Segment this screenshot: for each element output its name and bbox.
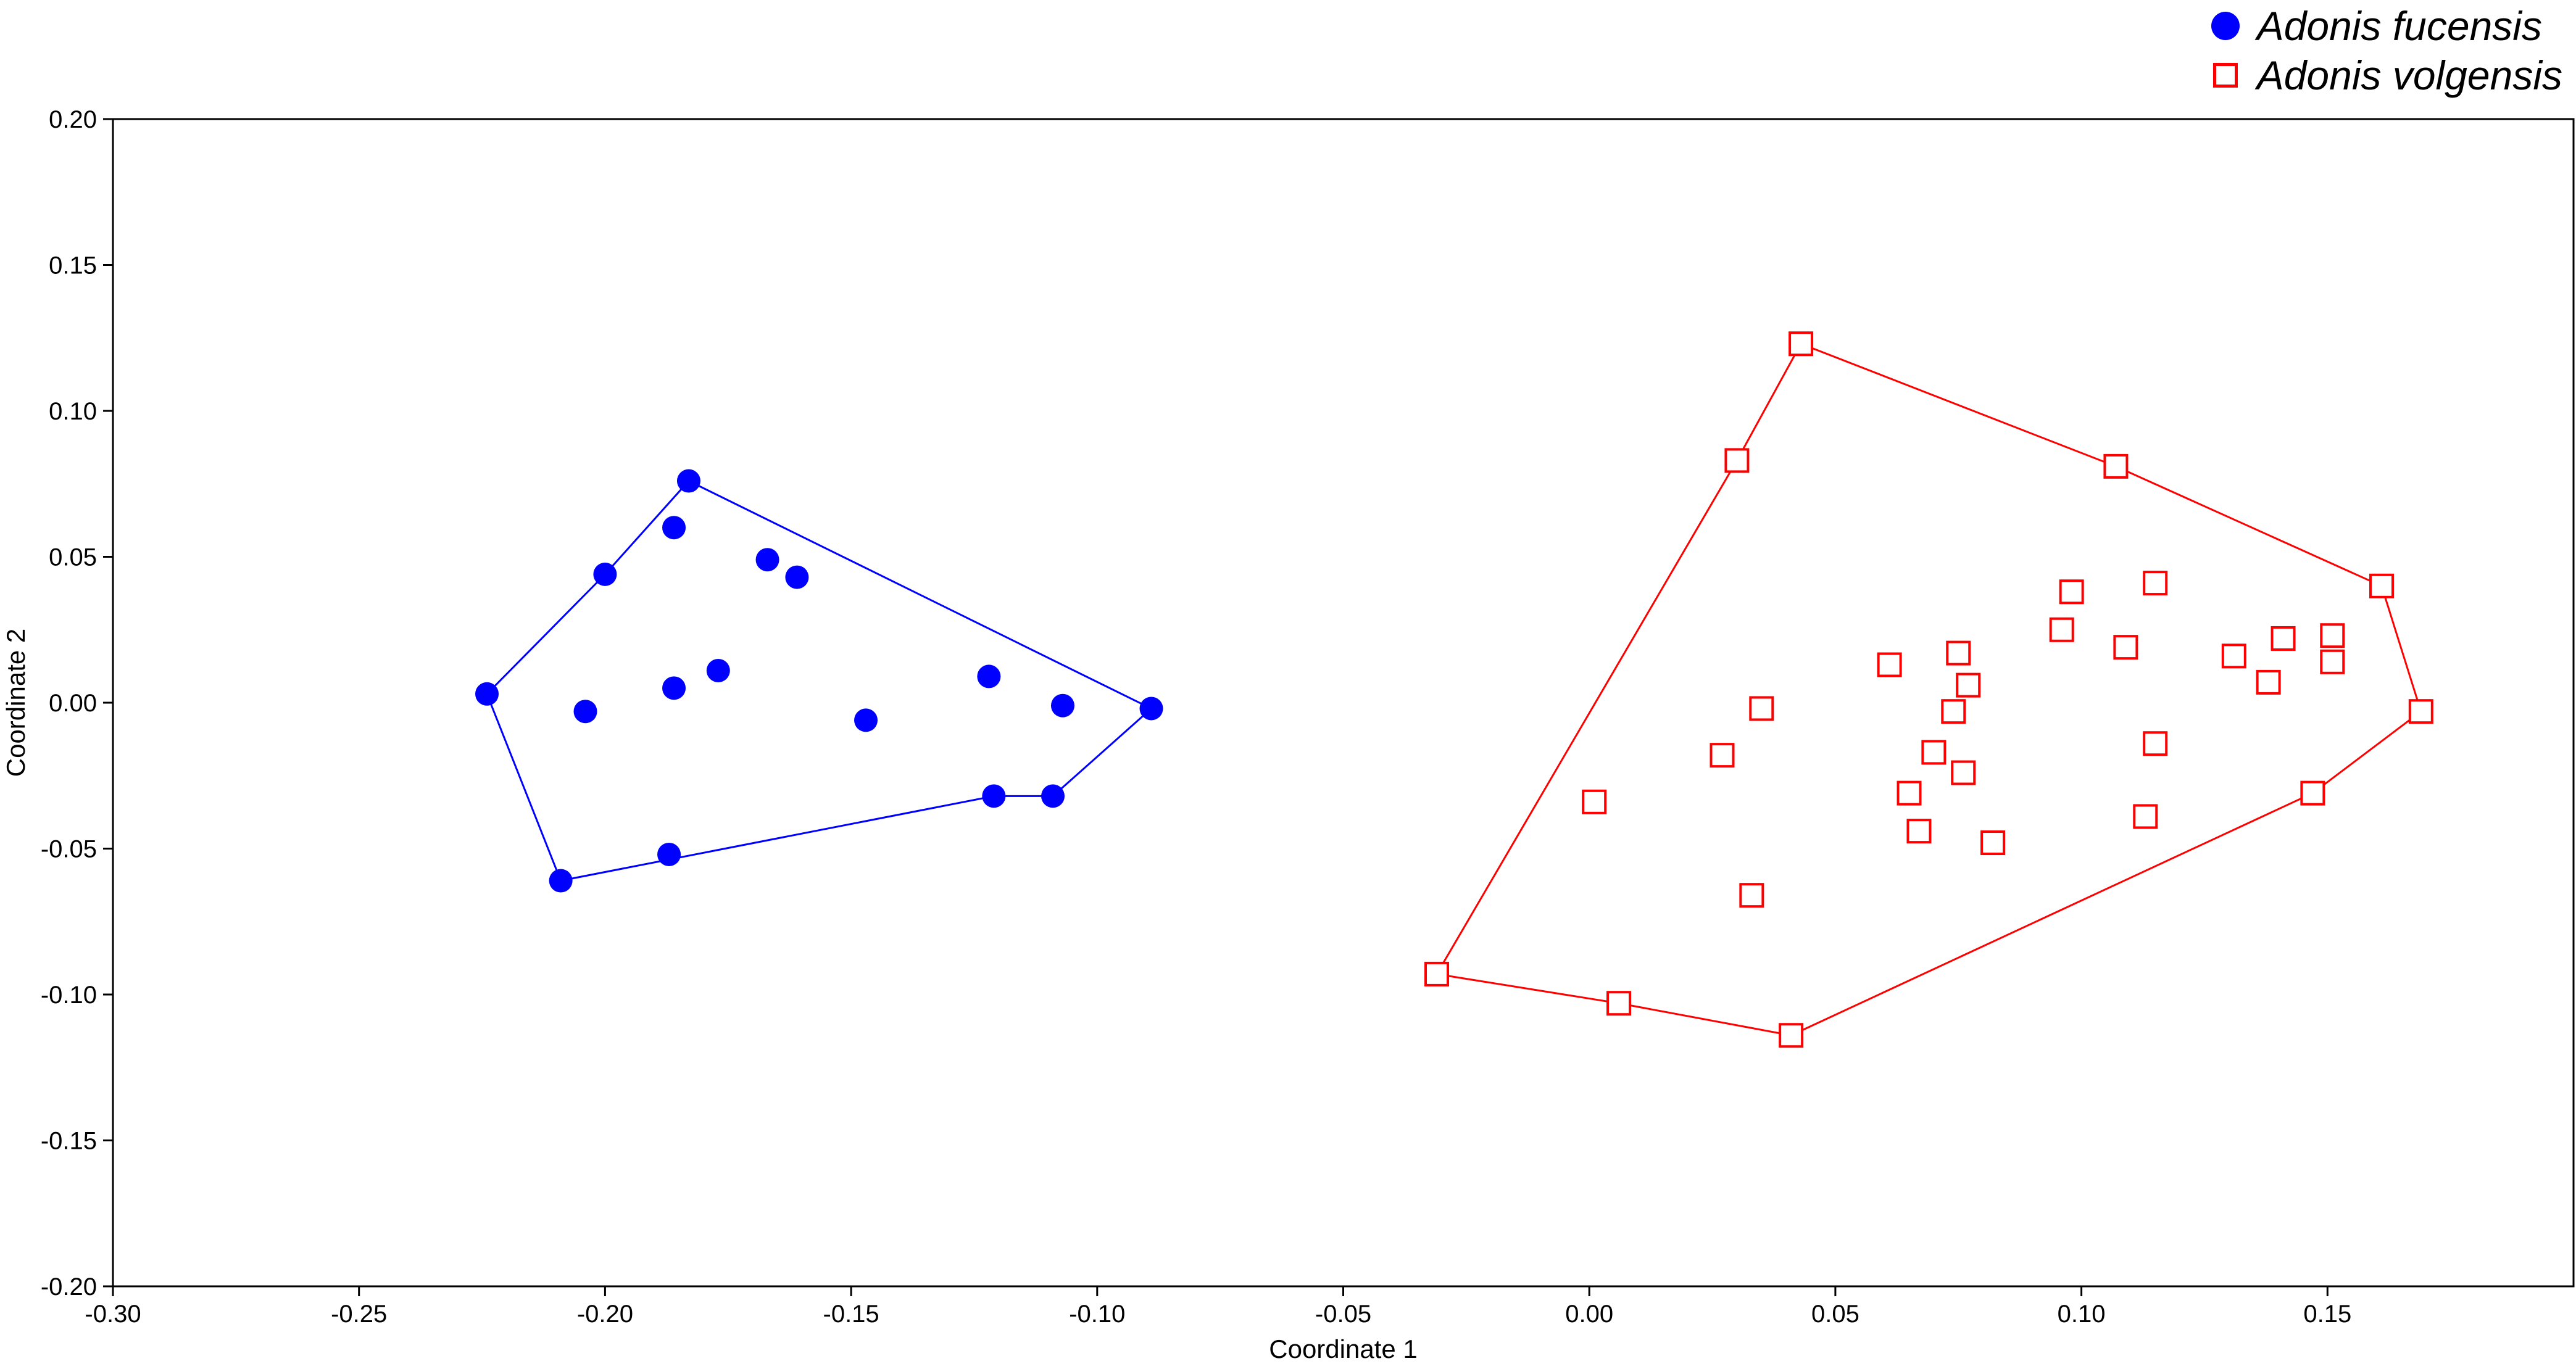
y-tick-label: 0.20	[49, 106, 97, 133]
y-tick-label: 0.00	[49, 690, 97, 717]
data-point-volgensis	[1724, 448, 1750, 473]
data-point-fucensis	[1050, 693, 1074, 718]
data-point-fucensis	[706, 658, 730, 682]
data-point-volgensis	[1941, 699, 1966, 724]
y-tick-label: 0.10	[49, 398, 97, 425]
data-point-fucensis	[982, 784, 1006, 808]
data-point-volgensis	[2133, 804, 2158, 829]
data-point-fucensis	[1041, 784, 1065, 808]
data-point-volgensis	[1582, 789, 1607, 814]
y-tick-label: -0.10	[41, 982, 97, 1009]
x-tick-label: 0.00	[1565, 1301, 1613, 1328]
legend-label-fucensis: Adonis fucensis	[2256, 3, 2542, 49]
data-point-volgensis	[1779, 1023, 1804, 1048]
data-point-volgensis	[2256, 669, 2281, 695]
data-point-volgensis	[2369, 573, 2395, 598]
filled-circle-icon	[2208, 8, 2243, 44]
data-point-volgensis	[1789, 331, 1814, 357]
data-point-volgensis	[1897, 780, 1922, 806]
data-point-volgensis	[2408, 699, 2433, 724]
data-point-fucensis	[662, 676, 686, 700]
data-point-volgensis	[2300, 780, 2325, 806]
x-tick-label: -0.25	[331, 1301, 387, 1328]
x-axis-label: Coordinate 1	[1269, 1334, 1418, 1363]
y-axis-label: Coordinate 2	[1, 629, 30, 777]
x-tick-label: -0.20	[577, 1301, 633, 1328]
data-point-volgensis	[2221, 643, 2246, 669]
legend-item-volgensis: Adonis volgensis	[2208, 51, 2562, 100]
data-point-volgensis	[2143, 571, 2168, 596]
convex-hull-fucensis	[486, 479, 1153, 882]
data-point-volgensis	[1877, 652, 1902, 677]
data-point-volgensis	[1606, 991, 1632, 1016]
y-tick-label: -0.20	[41, 1273, 97, 1301]
data-point-volgensis	[2320, 649, 2345, 674]
x-tick-label: 0.10	[2058, 1301, 2106, 1328]
data-point-fucensis	[755, 548, 779, 572]
open-square-icon	[2208, 57, 2243, 93]
convex-hull-volgensis	[1435, 342, 2422, 1036]
data-point-volgensis	[1739, 883, 1764, 908]
x-tick-label: -0.05	[1315, 1301, 1371, 1328]
x-tick-label: -0.10	[1069, 1301, 1125, 1328]
data-point-volgensis	[2049, 617, 2074, 642]
data-point-volgensis	[2320, 623, 2345, 648]
data-point-volgensis	[2271, 626, 2296, 651]
x-tick-label: 0.05	[1811, 1301, 1859, 1328]
y-tick-label: 0.15	[49, 252, 97, 279]
data-point-volgensis	[2113, 635, 2138, 660]
x-tick-label: 0.15	[2303, 1301, 2351, 1328]
data-point-fucensis	[593, 562, 617, 586]
y-tick-label: -0.05	[41, 836, 97, 863]
data-point-volgensis	[1980, 830, 2006, 856]
data-point-volgensis	[1710, 743, 1735, 768]
data-point-volgensis	[1956, 672, 1981, 698]
data-point-fucensis	[549, 869, 573, 893]
data-point-fucensis	[1139, 697, 1163, 721]
data-point-fucensis	[475, 682, 499, 706]
data-point-fucensis	[854, 708, 878, 732]
data-point-fucensis	[977, 664, 1001, 689]
x-tick-label: -0.15	[823, 1301, 879, 1328]
data-point-fucensis	[657, 842, 681, 866]
y-tick-label: 0.05	[49, 544, 97, 571]
data-point-fucensis	[573, 700, 597, 724]
data-point-fucensis	[785, 565, 809, 589]
data-point-volgensis	[1749, 696, 1774, 721]
data-point-volgensis	[2143, 731, 2168, 756]
legend: Adonis fucensis Adonis volgensis	[2208, 1, 2562, 100]
data-point-volgensis	[1906, 819, 1932, 844]
data-point-fucensis	[676, 469, 700, 493]
legend-label-volgensis: Adonis volgensis	[2256, 52, 2562, 98]
data-point-volgensis	[1951, 760, 1976, 785]
data-point-volgensis	[1424, 961, 1450, 986]
data-point-volgensis	[2059, 579, 2084, 605]
data-point-fucensis	[662, 516, 686, 540]
y-tick-label: -0.15	[41, 1128, 97, 1155]
data-point-volgensis	[1946, 640, 1971, 666]
x-tick-label: -0.30	[85, 1301, 141, 1328]
data-point-volgensis	[1921, 740, 1947, 765]
data-point-volgensis	[2103, 453, 2129, 479]
legend-item-fucensis: Adonis fucensis	[2208, 1, 2562, 51]
